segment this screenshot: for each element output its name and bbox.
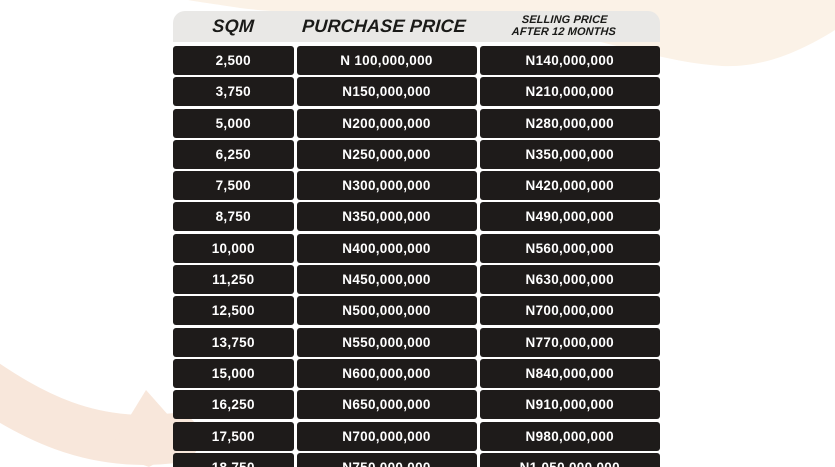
cell-sqm: 11,250 <box>173 265 294 295</box>
cell-purchase: N200,000,000 <box>296 108 477 138</box>
price-table: SQM PURCHASE PRICE SELLING PRICE AFTER 1… <box>173 11 660 467</box>
cell-purchase: N350,000,000 <box>296 202 477 232</box>
cell-purchase: N600,000,000 <box>296 358 477 388</box>
cell-sqm: 2,500 <box>173 46 294 75</box>
cell-selling: N420,000,000 <box>479 171 660 201</box>
cell-purchase: N 100,000,000 <box>296 46 477 75</box>
header-purchase-price: PURCHASE PRICE <box>300 16 467 36</box>
table-row: 16,250 N650,000,000 N910,000,000 <box>173 390 660 420</box>
table-row: 11,250 N450,000,000 N630,000,000 <box>173 265 660 295</box>
cell-selling: N280,000,000 <box>479 108 660 138</box>
cell-sqm: 8,750 <box>173 202 294 232</box>
cell-sqm: 15,000 <box>173 358 294 388</box>
table-header: SQM PURCHASE PRICE SELLING PRICE AFTER 1… <box>173 11 660 42</box>
cell-sqm: 3,750 <box>173 77 294 107</box>
table-row: 10,000 N400,000,000 N560,000,000 <box>173 233 660 263</box>
cell-selling: N700,000,000 <box>479 296 660 326</box>
cell-purchase: N750,000,000 <box>296 452 477 467</box>
header-selling-price: SELLING PRICE AFTER 12 MONTHS <box>473 14 655 38</box>
table-row: 17,500 N700,000,000 N980,000,000 <box>173 421 660 451</box>
cell-selling: N840,000,000 <box>479 358 660 388</box>
cell-purchase: N450,000,000 <box>296 265 477 295</box>
cell-purchase: N150,000,000 <box>296 77 477 107</box>
cell-selling: N490,000,000 <box>479 202 660 232</box>
cream-blob-top-right <box>188 0 835 67</box>
cell-purchase: N500,000,000 <box>296 296 477 326</box>
cell-sqm: 16,250 <box>173 390 294 420</box>
table-body: 2,500 N 100,000,000 N140,000,000 3,750 N150,… <box>173 46 660 467</box>
table-row: 15,000 N600,000,000 N840,000,000 <box>173 358 660 388</box>
cell-selling: N910,000,000 <box>479 390 660 420</box>
cell-selling: N630,000,000 <box>479 265 660 295</box>
table-row: 8,750 N350,000,000 N490,000,000 <box>173 202 660 232</box>
cell-sqm: 17,500 <box>173 421 294 451</box>
cell-selling: N980,000,000 <box>479 421 660 451</box>
header-sqm: SQM <box>211 16 255 36</box>
cell-sqm: 7,500 <box>173 171 294 201</box>
table-row: 2,500 N 100,000,000 N140,000,000 <box>173 46 660 75</box>
cell-sqm: 5,000 <box>173 108 294 138</box>
cell-selling: N140,000,000 <box>479 46 660 75</box>
table-row: 6,250 N250,000,000 N350,000,000 <box>173 139 660 169</box>
cell-purchase: N250,000,000 <box>296 139 477 169</box>
table-row: 7,500 N300,000,000 N420,000,000 <box>173 171 660 201</box>
cell-selling: N560,000,000 <box>479 233 660 263</box>
cell-selling: N210,000,000 <box>479 77 660 107</box>
cell-purchase: N650,000,000 <box>296 390 477 420</box>
peach-swoosh-arrowhead <box>108 390 193 467</box>
cell-purchase: N550,000,000 <box>296 327 477 357</box>
cell-selling: N770,000,000 <box>479 327 660 357</box>
table-row: 3,750 N150,000,000 N210,000,000 <box>173 77 660 107</box>
cell-purchase: N300,000,000 <box>296 171 477 201</box>
table-row: 13,750 N550,000,000 N770,000,000 <box>173 327 660 357</box>
cell-sqm: 13,750 <box>173 327 294 357</box>
cell-purchase: N700,000,000 <box>296 421 477 451</box>
cell-purchase: N400,000,000 <box>296 233 477 263</box>
cell-selling: N1,050,000,000 <box>479 452 660 467</box>
header-selling-line1: SELLING PRICE <box>520 14 608 26</box>
cell-sqm: 12,500 <box>173 296 294 326</box>
cell-selling: N350,000,000 <box>479 139 660 169</box>
table-row: 12,500 N500,000,000 N700,000,000 <box>173 296 660 326</box>
cell-sqm: 6,250 <box>173 139 294 169</box>
table-row: 5,000 N200,000,000 N280,000,000 <box>173 108 660 138</box>
cell-sqm: 10,000 <box>173 233 294 263</box>
header-selling-line2: AFTER 12 MONTHS <box>510 25 616 38</box>
cell-sqm: 18,750 <box>173 452 294 467</box>
